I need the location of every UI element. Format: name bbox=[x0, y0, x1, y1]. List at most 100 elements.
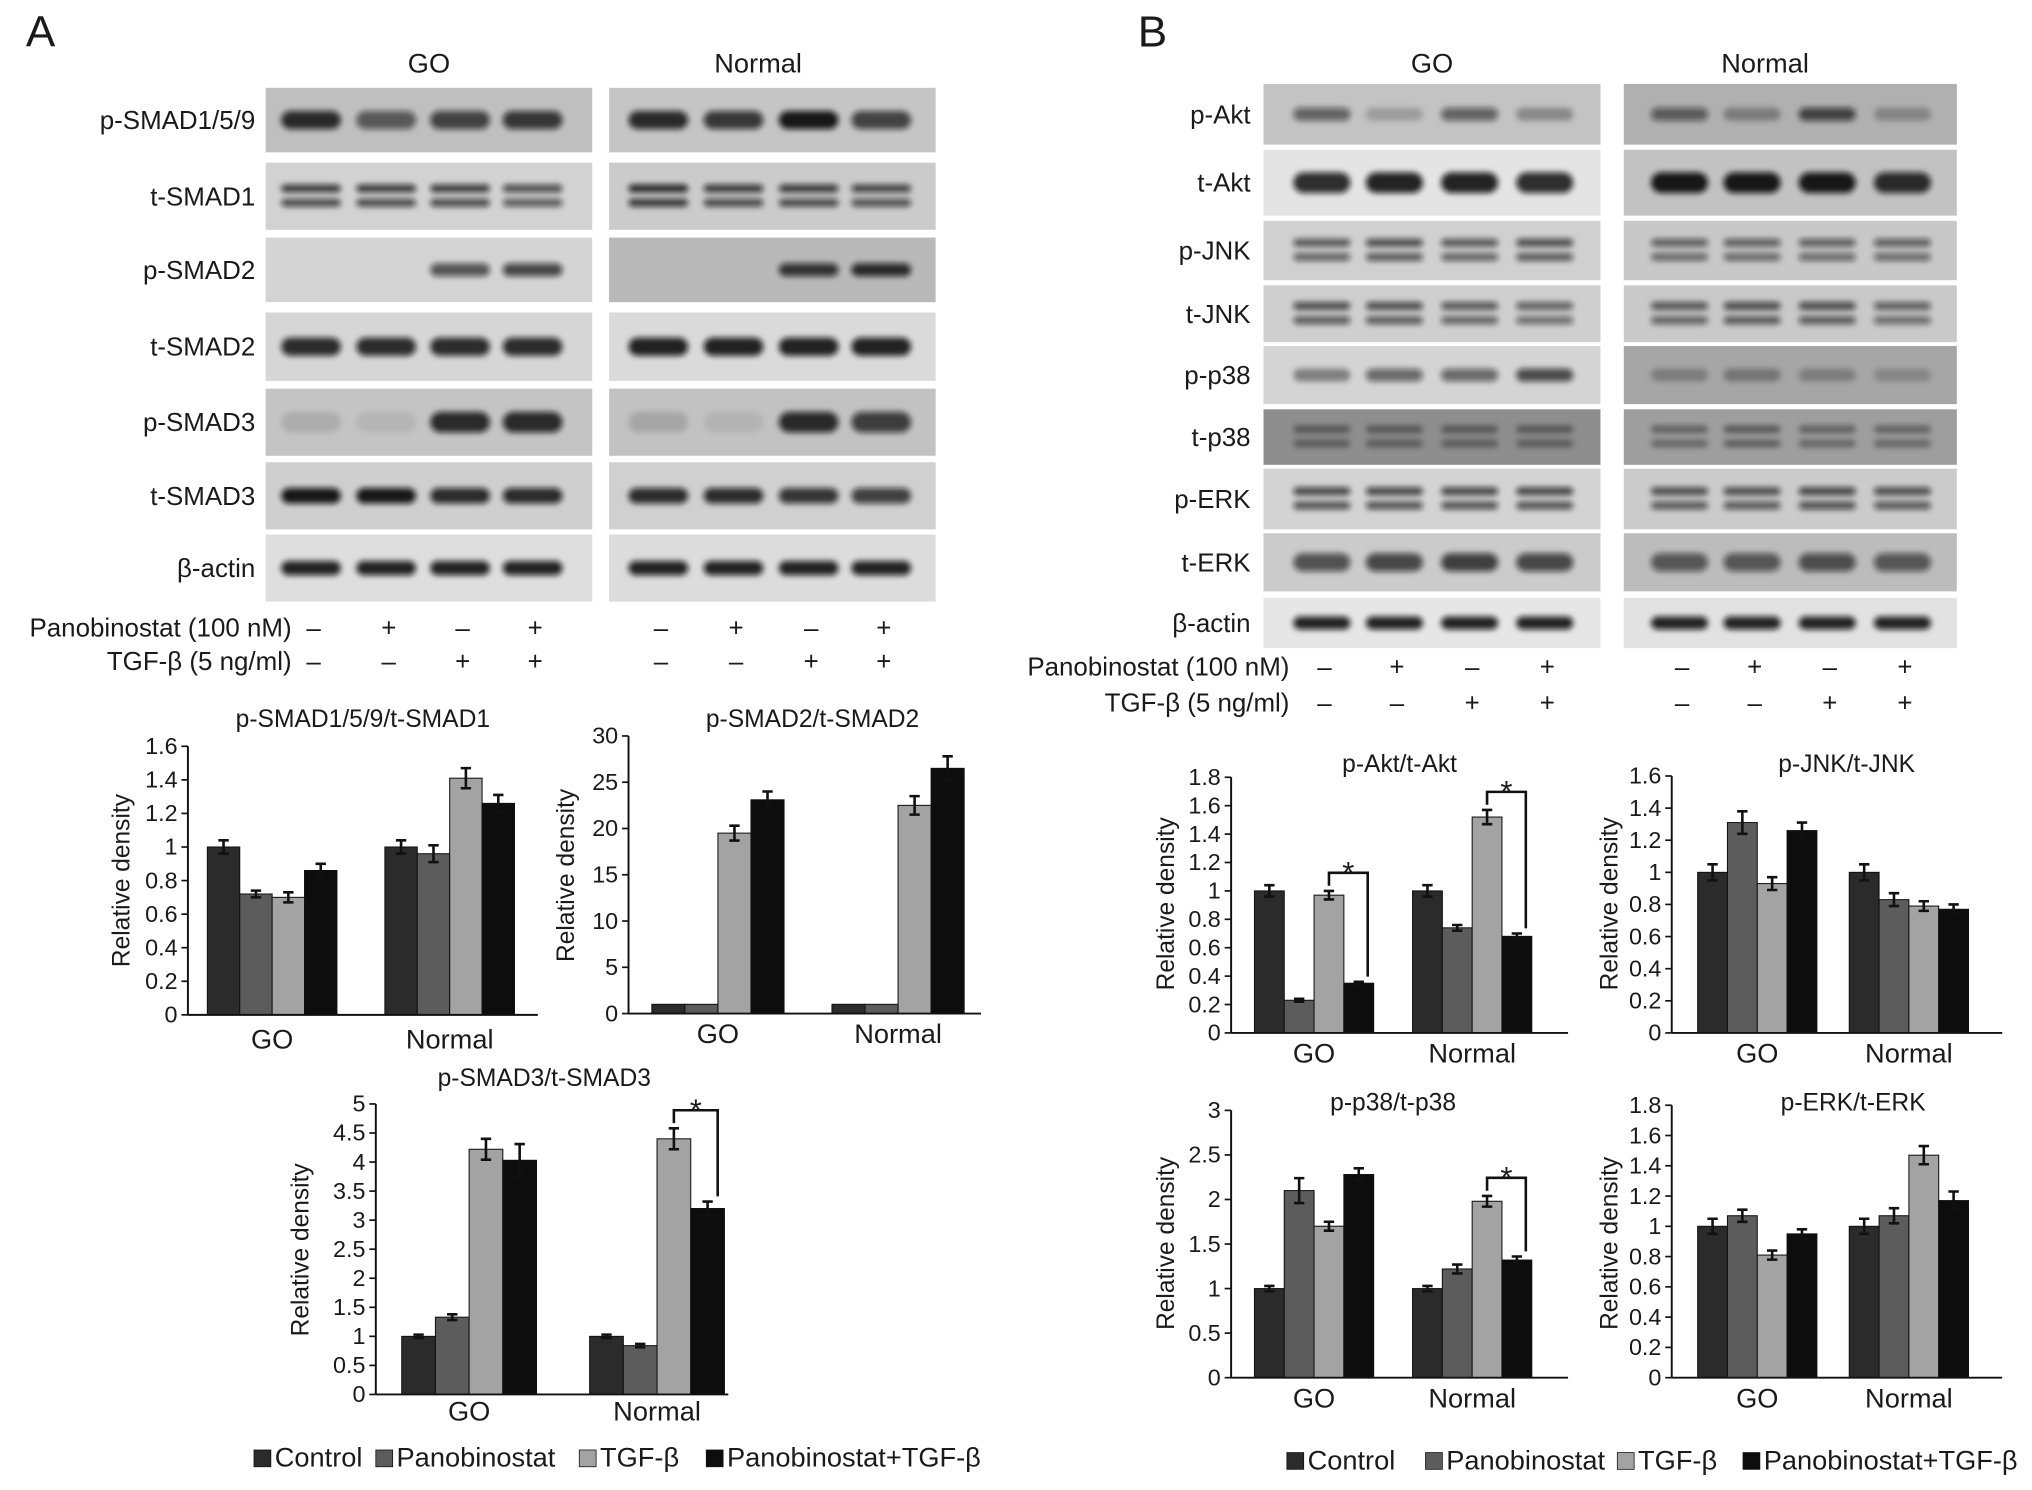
y-tick-label: 1.4 bbox=[1629, 1153, 1661, 1179]
bar-normal-control bbox=[831, 1003, 866, 1015]
y-tick-label: 0.4 bbox=[1629, 1304, 1661, 1330]
bar-go-panobinostat bbox=[434, 1316, 470, 1395]
blot-band bbox=[281, 561, 341, 576]
chart-title: p-Akt/t-Akt bbox=[1342, 751, 1457, 778]
blot-band bbox=[628, 488, 689, 504]
blot-band bbox=[1441, 302, 1499, 310]
blot-band bbox=[430, 111, 490, 130]
blot-band bbox=[1516, 553, 1574, 572]
blot-band bbox=[502, 561, 563, 576]
x-category-label: GO bbox=[251, 1023, 293, 1054]
significance-star: * bbox=[1500, 1160, 1512, 1195]
blot-band bbox=[1365, 253, 1423, 261]
y-tick-label: 0.8 bbox=[1629, 1243, 1661, 1269]
legend-swatch-tgf bbox=[1616, 1452, 1635, 1470]
y-tick-label: 4 bbox=[352, 1149, 365, 1175]
error-bar bbox=[447, 1312, 458, 1322]
error-bar bbox=[1511, 932, 1523, 941]
error-bar bbox=[1796, 821, 1808, 840]
blot-band bbox=[502, 111, 563, 130]
y-tick-label: 0 bbox=[1208, 1364, 1221, 1390]
blot-band bbox=[1293, 439, 1351, 448]
y-tick-label: 15 bbox=[592, 862, 618, 888]
error-bar bbox=[250, 889, 262, 899]
blot-band bbox=[1723, 253, 1781, 261]
blot-band bbox=[430, 411, 490, 433]
blot-band bbox=[1516, 487, 1574, 496]
y-axis-label: Relative density bbox=[1153, 817, 1180, 991]
blot-band bbox=[1723, 316, 1781, 325]
bar-normal-panobinostat bbox=[1878, 899, 1910, 1034]
blot-band bbox=[1723, 439, 1781, 448]
error-bar bbox=[1918, 899, 1929, 913]
blot-band bbox=[1293, 368, 1351, 382]
blot-band bbox=[1651, 368, 1709, 382]
blot-band bbox=[1798, 107, 1856, 121]
significance-bracket bbox=[1327, 871, 1370, 977]
y-tick-label: 0.6 bbox=[1629, 923, 1661, 949]
blot-band bbox=[1516, 172, 1574, 194]
blot-band bbox=[1441, 487, 1499, 496]
legend-panel-a: Control Panobinostat TGF-β Panobinostat+TGF… bbox=[253, 1442, 981, 1473]
treatment-sign: – bbox=[1675, 689, 1690, 717]
blot-band bbox=[778, 488, 839, 504]
treatment-sign: + bbox=[381, 615, 396, 643]
error-bar bbox=[1737, 810, 1748, 836]
error-bar bbox=[1858, 863, 1870, 882]
bar-go-panobinostat-tgf bbox=[1343, 982, 1375, 1034]
error-bar bbox=[601, 1333, 612, 1340]
blot-band bbox=[703, 337, 764, 356]
y-tick-label: 1 bbox=[1648, 859, 1661, 885]
blot-band bbox=[1441, 439, 1499, 448]
treatment-label: TGF-β (5 ng/ml) bbox=[1105, 689, 1290, 717]
y-tick-label: 0.8 bbox=[145, 867, 177, 893]
panel-b-label: B bbox=[1138, 8, 1167, 57]
bar-go-panobinostat bbox=[1283, 999, 1315, 1034]
blot-band bbox=[1365, 553, 1423, 572]
blot-band bbox=[1516, 253, 1574, 261]
error-bar bbox=[729, 824, 740, 842]
significance-star: * bbox=[690, 1093, 702, 1128]
blot-band bbox=[1723, 616, 1781, 630]
blot-band bbox=[1293, 316, 1351, 325]
blot-band bbox=[1293, 616, 1351, 630]
bar-go-panobinostat bbox=[684, 1003, 719, 1015]
blot-band bbox=[1798, 238, 1856, 247]
blot-row-label: p-SMAD3 bbox=[143, 409, 255, 437]
blot-band bbox=[430, 198, 490, 207]
blot-band bbox=[628, 111, 689, 130]
blot-band bbox=[430, 263, 490, 277]
blot-band bbox=[1798, 316, 1856, 325]
y-tick-label: 30 bbox=[592, 723, 618, 749]
legend-swatch-panobinostat-tgf bbox=[705, 1449, 724, 1468]
error-bar bbox=[1353, 1167, 1364, 1183]
blot-band bbox=[1798, 487, 1856, 496]
bar-go-tgf bbox=[1313, 894, 1345, 1034]
bar-go-tgf bbox=[1756, 1254, 1788, 1379]
y-tick-label: 5 bbox=[352, 1091, 365, 1117]
blot-band bbox=[778, 337, 839, 356]
x-category-label: GO bbox=[1293, 1038, 1335, 1069]
error-bar bbox=[1452, 1263, 1463, 1275]
y-tick-label: 1.6 bbox=[145, 733, 177, 759]
blot-band bbox=[851, 198, 912, 207]
y-axis-label: Relative density bbox=[1596, 1156, 1623, 1330]
blot-band bbox=[1365, 487, 1423, 496]
blot-band bbox=[1873, 487, 1931, 496]
treatment-sign: – bbox=[1465, 653, 1480, 681]
blot-band bbox=[1873, 616, 1931, 630]
blot-band bbox=[430, 561, 490, 576]
error-bar bbox=[1707, 1217, 1718, 1236]
y-tick-label: 1.5 bbox=[333, 1294, 365, 1320]
blot-row-label: p-SMAD1/5/9 bbox=[100, 107, 256, 135]
legend-label-panobinostat-tgf: Panobinostat+TGF-β bbox=[1764, 1444, 2018, 1475]
x-category-label: Normal bbox=[1428, 1382, 1516, 1413]
significance-star: * bbox=[1342, 855, 1354, 890]
blot-band bbox=[703, 184, 764, 193]
blot-row-label: t-Akt bbox=[1197, 170, 1250, 198]
blot-band bbox=[1293, 172, 1351, 194]
blot-band bbox=[1516, 616, 1574, 630]
chart-title: p-ERK/t-ERK bbox=[1781, 1089, 1927, 1116]
blot-band bbox=[1293, 553, 1351, 572]
legend-swatch-panobinostat-tgf bbox=[1742, 1452, 1761, 1470]
